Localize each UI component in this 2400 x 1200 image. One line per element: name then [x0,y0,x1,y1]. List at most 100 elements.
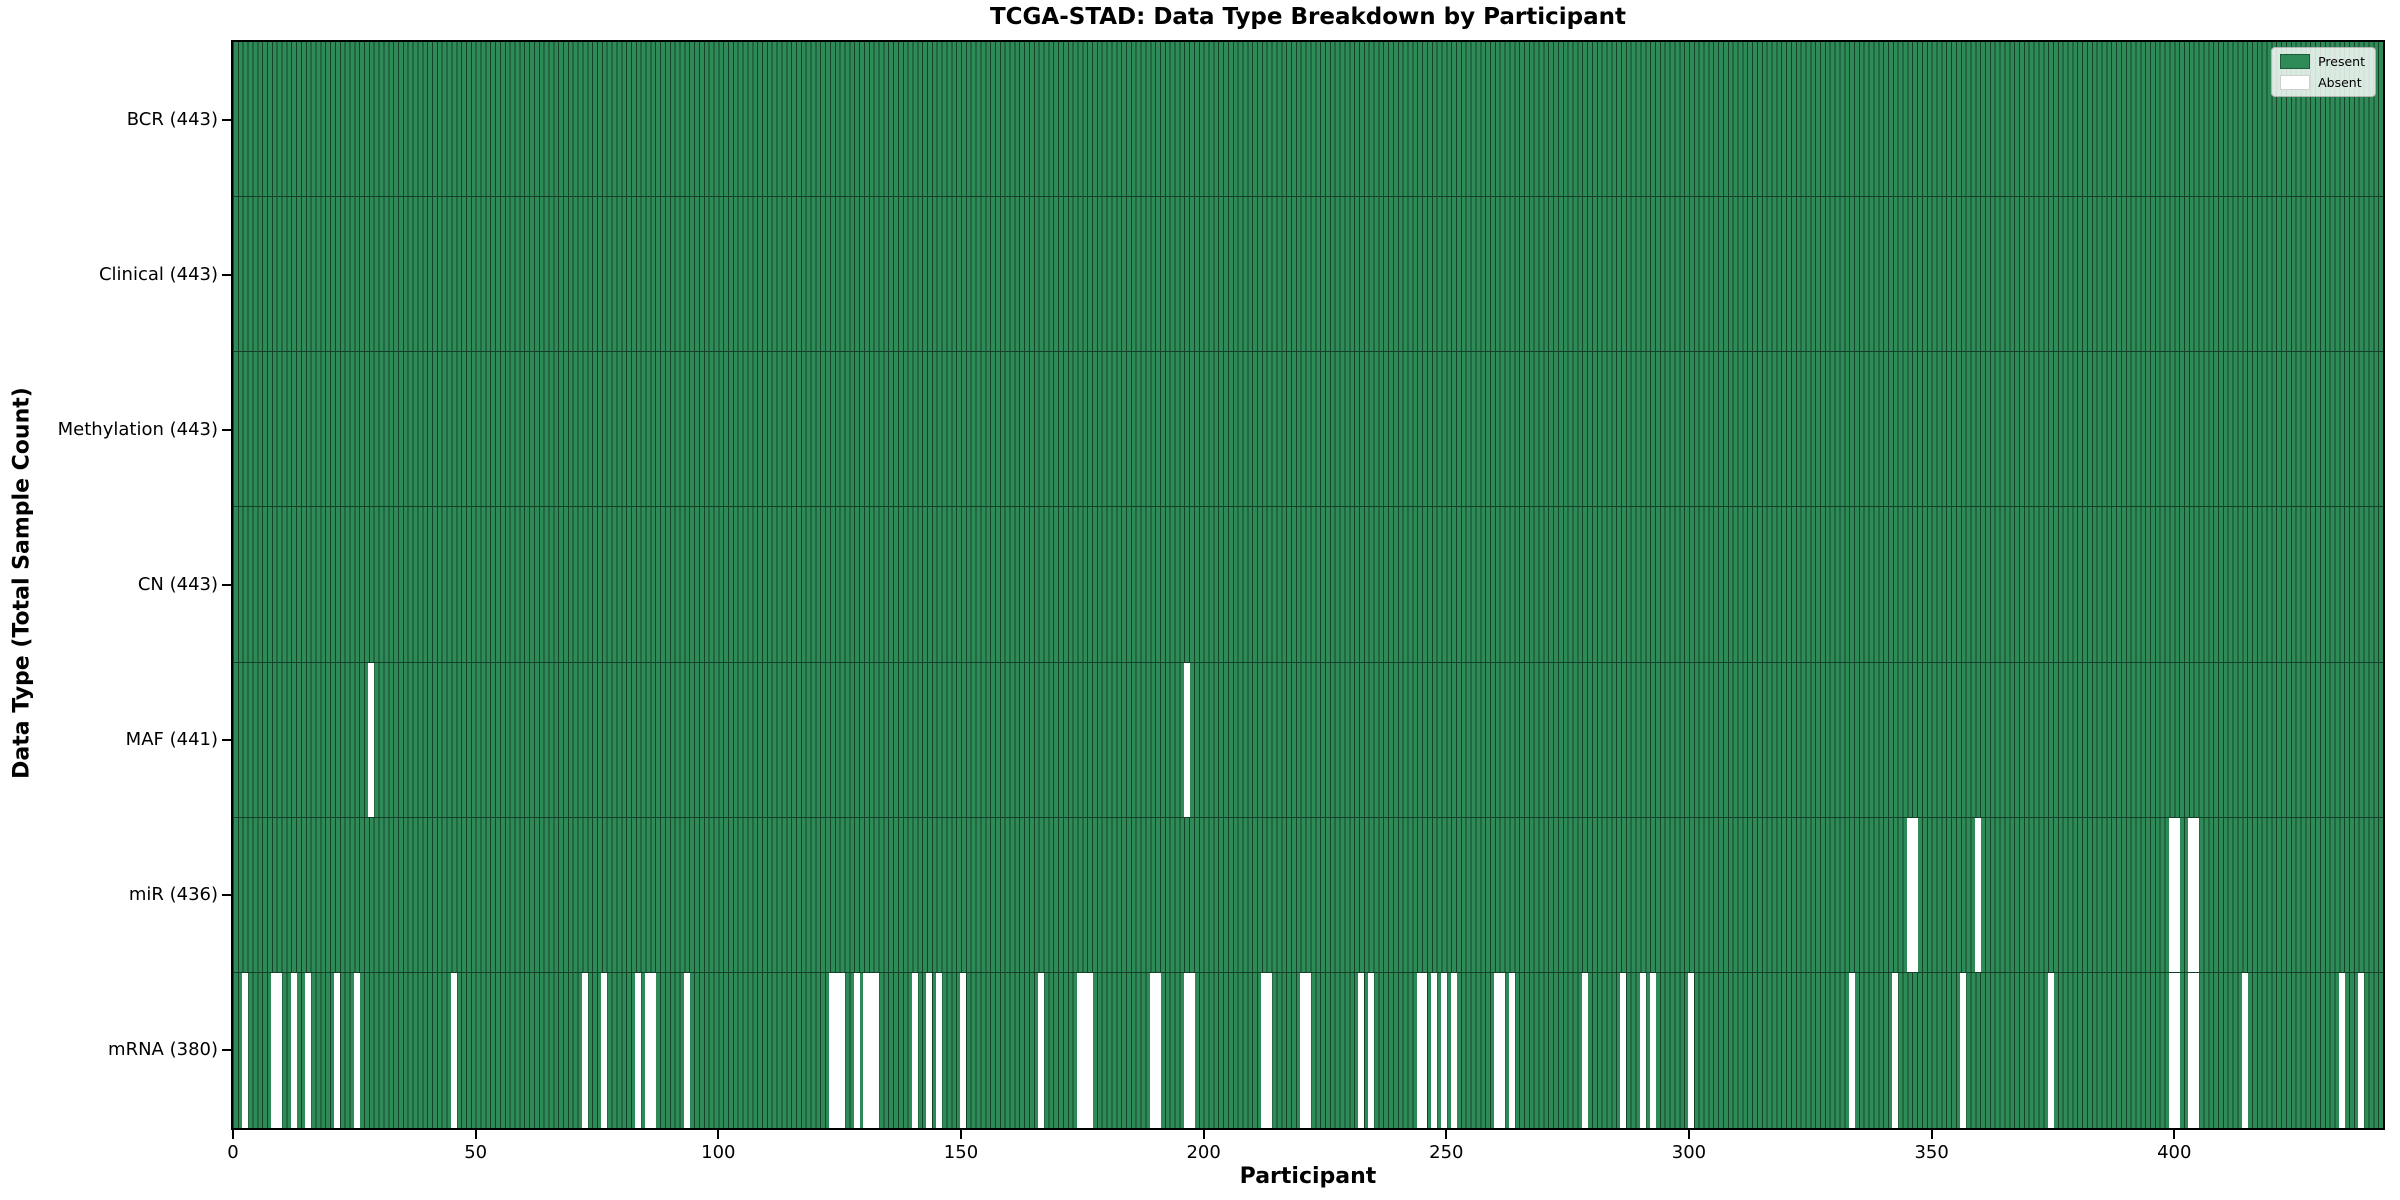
absent-mark-mrna-342 [1892,972,1899,1128]
absent-mark-mrna-72 [581,972,588,1128]
absent-mark-mrna-434 [2338,972,2345,1128]
absent-mark-mir-359 [1974,817,1981,972]
absent-mark-mrna-251 [1450,972,1457,1128]
absent-mark-mrna-244 [1416,972,1423,1128]
absent-mark-mir-404 [2193,817,2200,972]
absent-mark-mrna-260 [1494,972,1501,1128]
absent-mark-mrna-290 [1639,972,1646,1128]
y-tick-mark-mrna [222,1049,231,1052]
absent-mark-mrna-140 [911,972,918,1128]
absent-mark-mrna-333 [1848,972,1855,1128]
y-tick-label-cn: CN (443) [137,574,218,595]
absent-mark-mir-400 [2173,817,2180,972]
x-tick-mark-300 [1687,1130,1690,1139]
absent-mark-mrna-175 [1081,972,1088,1128]
y-tick-mark-maf [222,739,231,742]
legend: Present Absent [2271,47,2376,97]
row-maf [233,662,2383,818]
absent-mark-mrna-399 [2168,972,2175,1128]
x-tick-mark-0 [232,1130,234,1139]
absent-mark-mrna-213 [1266,972,1273,1128]
absent-mark-mrna-123 [829,972,836,1128]
y-tick-mark-mir [222,894,231,897]
y-tick-mark-bcr [222,118,231,121]
absent-mark-mrna-190 [1154,972,1161,1128]
absent-mark-mrna-85 [644,972,651,1128]
absent-mark-mrna-374 [2047,972,2054,1128]
x-tick-mark-50 [474,1130,477,1139]
legend-entry-present: Present [2280,54,2365,69]
row-mrna [233,972,2383,1128]
absent-mark-mrna-234 [1368,972,1375,1128]
absent-mark-mrna-15 [305,972,312,1128]
absent-mark-mrna-438 [2358,972,2365,1128]
absent-mark-mrna-128 [853,972,860,1128]
absent-mark-mir-403 [2188,817,2195,972]
absent-mark-mrna-286 [1620,972,1627,1128]
x-tick-label-350: 350 [1914,1142,1949,1163]
absent-mark-mrna-12 [290,972,297,1128]
absent-mark-mrna-356 [1960,972,1967,1128]
x-tick-label-0: 0 [227,1142,239,1163]
plot-area: Present Absent [231,40,2385,1130]
y-tick-label-methylation: Methylation (443) [57,418,218,440]
absent-mark-mrna-403 [2188,972,2195,1128]
absent-mark-maf-28 [368,662,375,817]
absent-mark-mrna-400 [2173,972,2180,1128]
y-tick-label-mrna: mRNA (380) [108,1039,218,1061]
chart-title: TCGA-STAD: Data Type Breakdown by Partic… [989,4,1626,30]
absent-mark-mrna-132 [873,972,880,1128]
legend-present-label: Present [2318,54,2365,69]
x-tick-mark-150 [959,1130,962,1139]
y-tick-mark-cn [222,584,231,586]
absent-mark-mrna-131 [868,972,875,1128]
absent-mark-mrna-124 [834,972,841,1128]
x-tick-mark-250 [1445,1130,1448,1139]
y-tick-label-clinical: Clinical (443) [98,263,218,285]
absent-mark-mrna-130 [863,972,870,1128]
absent-mark-mrna-93 [683,972,690,1128]
legend-entry-absent: Absent [2280,75,2365,90]
absent-mark-mir-399 [2168,817,2175,972]
absent-mark-mrna-414 [2241,972,2248,1128]
x-tick-mark-350 [1930,1130,1933,1139]
y-tick-label-maf: MAF (441) [125,729,218,751]
absent-mark-mrna-220 [1300,972,1307,1128]
y-tick-mark-clinical [222,273,231,276]
absent-mark-mrna-247 [1431,972,1438,1128]
absent-mark-mrna-189 [1149,972,1156,1128]
absent-mark-maf-196 [1183,662,1190,817]
absent-mark-mrna-8 [271,972,278,1128]
absent-mark-mrna-245 [1421,972,1428,1128]
absent-mark-mrna-263 [1508,972,1515,1128]
absent-mark-mrna-212 [1261,972,1268,1128]
absent-mark-mrna-261 [1499,972,1506,1128]
row-mir [233,817,2383,973]
absent-mark-mrna-166 [1038,972,1045,1128]
x-tick-label-150: 150 [943,1142,979,1163]
absent-mark-mrna-278 [1581,972,1588,1128]
absent-mark-mrna-196 [1183,972,1190,1128]
absent-mark-mrna-143 [926,972,933,1128]
absent-mark-mrna-197 [1188,972,1195,1128]
absent-mark-mrna-25 [353,972,360,1128]
row-clinical [233,197,2383,353]
absent-mark-mrna-21 [334,972,341,1128]
x-tick-label-100: 100 [701,1142,736,1163]
absent-mark-mrna-9 [276,972,283,1128]
absent-mark-mrna-221 [1304,972,1312,1128]
absent-mark-mrna-76 [601,972,608,1128]
absent-mark-mrna-174 [1076,972,1083,1128]
absent-mark-mrna-292 [1649,972,1656,1128]
absent-mark-mrna-125 [839,972,846,1128]
y-tick-label-mir: miR (436) [128,884,218,906]
absent-mark-mrna-404 [2193,972,2200,1128]
legend-absent-swatch [2280,75,2311,90]
x-tick-mark-200 [1202,1130,1205,1139]
absent-mark-mrna-232 [1358,972,1365,1128]
absent-mark-mrna-145 [936,972,943,1128]
absent-mark-mrna-249 [1440,972,1447,1128]
x-tick-label-250: 250 [1429,1142,1464,1163]
x-tick-label-400: 400 [2157,1142,2192,1163]
y-tick-label-bcr: BCR (443) [126,108,218,130]
